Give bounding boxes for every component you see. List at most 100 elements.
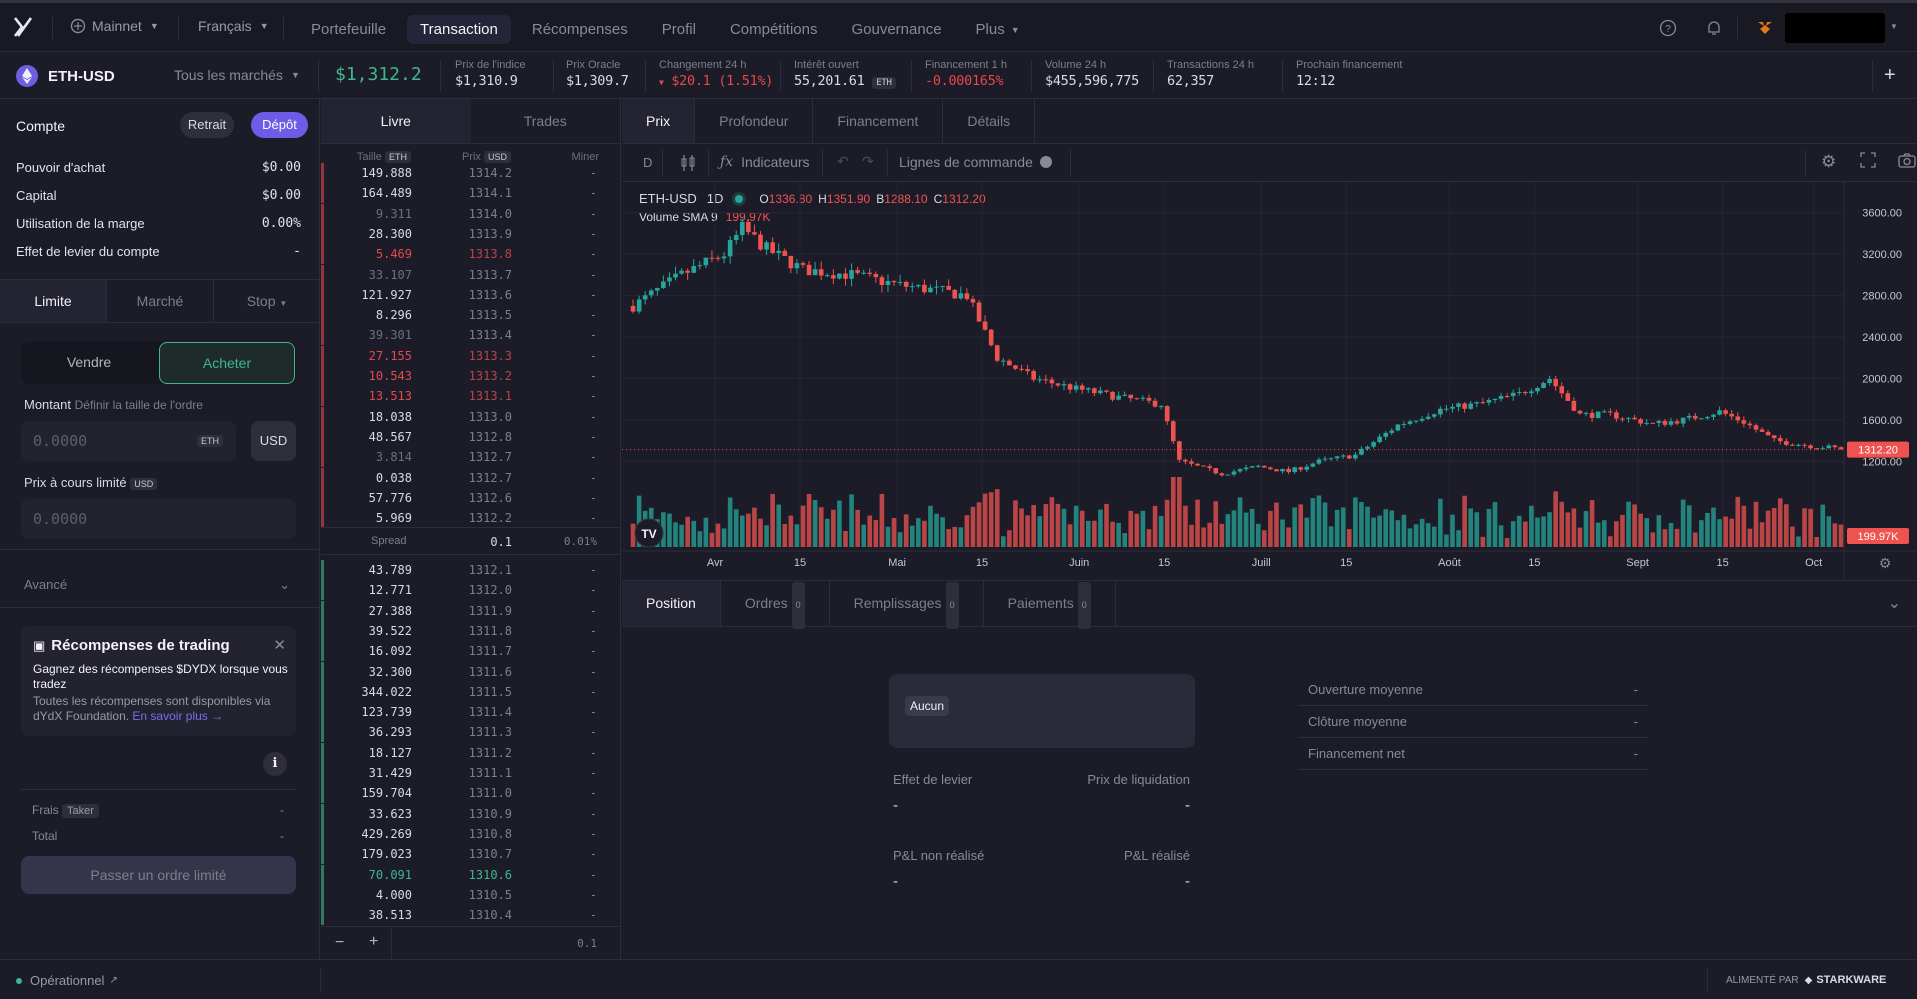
bid-row[interactable]: 344.022 1311.5 - bbox=[321, 681, 621, 702]
bid-row[interactable]: 16.092 1311.7 - bbox=[321, 641, 621, 662]
place-limit-order-button[interactable]: Passer un ordre limité bbox=[21, 856, 296, 894]
redo-icon[interactable]: ↷ bbox=[862, 153, 874, 169]
ask-row[interactable]: 27.155 1313.3 - bbox=[321, 345, 621, 366]
ask-row[interactable]: 48.567 1312.8 - bbox=[321, 426, 621, 447]
sell-button[interactable]: Vendre bbox=[66, 354, 112, 370]
bell-icon[interactable] bbox=[1705, 19, 1723, 37]
plus-icon[interactable]: + bbox=[369, 933, 379, 950]
ask-row[interactable]: 39.301 1313.4 - bbox=[321, 325, 621, 346]
bid-row[interactable]: 38.513 1310.4 - bbox=[321, 905, 621, 926]
undo-icon[interactable]: ↶ bbox=[837, 153, 849, 169]
bid-row[interactable]: 4.000 1310.5 - bbox=[321, 884, 621, 905]
tab-payments[interactable]: Paiements 0 bbox=[984, 581, 1116, 629]
bid-row[interactable]: 33.623 1310.9 - bbox=[321, 803, 621, 824]
order-lines-toggle[interactable]: Lignes de commande bbox=[899, 154, 1052, 170]
ask-row[interactable]: 13.513 1313.1 - bbox=[321, 386, 621, 407]
camera-icon[interactable] bbox=[1898, 152, 1916, 168]
ask-row[interactable]: 164.489 1314.1 - bbox=[321, 183, 621, 204]
network-selector[interactable]: Mainnet ▼ bbox=[70, 18, 159, 34]
minus-icon[interactable]: − bbox=[335, 934, 345, 951]
gear-icon[interactable]: ⚙ bbox=[1821, 152, 1837, 171]
tab-trades[interactable]: Trades bbox=[523, 113, 567, 129]
bid-row[interactable]: 429.269 1310.8 - bbox=[321, 823, 621, 844]
bid-row[interactable]: 12.771 1312.0 - bbox=[321, 580, 621, 601]
ask-row[interactable]: 5.969 1312.2 - bbox=[321, 508, 621, 529]
candle-body bbox=[1541, 383, 1546, 388]
ask-row[interactable]: 28.300 1313.9 - bbox=[321, 223, 621, 244]
tab-depth[interactable]: Profondeur bbox=[695, 99, 814, 143]
fullscreen-icon[interactable] bbox=[1860, 152, 1876, 168]
usd-toggle-button[interactable]: USD bbox=[251, 421, 296, 461]
powered-by[interactable]: ALIMENTÉ PAR ◆ STARKWARE bbox=[1726, 974, 1886, 986]
chevron-down-icon[interactable]: ⌄ bbox=[1887, 595, 1901, 612]
tab-book[interactable]: Livre bbox=[321, 99, 471, 143]
ask-row[interactable]: 149.888 1314.2 - bbox=[321, 163, 621, 183]
tab-details[interactable]: Détails bbox=[943, 99, 1036, 143]
ask-row[interactable]: 0.038 1312.7 - bbox=[321, 467, 621, 488]
indicators-button[interactable]: ƒx Indicateurs bbox=[720, 154, 810, 170]
plus-icon[interactable]: + bbox=[1884, 64, 1896, 86]
tab-fills[interactable]: Remplissages 0 bbox=[830, 581, 984, 629]
bid-row[interactable]: 159.704 1311.0 - bbox=[321, 783, 621, 804]
limit-price-field[interactable]: 0.0000 bbox=[21, 499, 296, 539]
bid-row[interactable]: 179.023 1310.7 - bbox=[321, 844, 621, 865]
ask-row[interactable]: 8.296 1313.5 - bbox=[321, 305, 621, 326]
interval-button[interactable]: D bbox=[643, 155, 653, 170]
nav-competitions[interactable]: Compétitions bbox=[729, 21, 818, 38]
learn-more-link[interactable]: En savoir plus → bbox=[132, 709, 224, 723]
volume-bar bbox=[1705, 512, 1710, 547]
volume-bar bbox=[1043, 504, 1049, 547]
bid-row[interactable]: 39.522 1311.8 - bbox=[321, 620, 621, 641]
withdraw-button[interactable]: Retrait bbox=[180, 112, 234, 138]
bid-row[interactable]: 70.091 1310.6 - bbox=[321, 864, 621, 885]
ask-row[interactable]: 10.543 1313.2 - bbox=[321, 366, 621, 386]
tab-market[interactable]: Marché bbox=[107, 280, 214, 322]
ask-row[interactable]: 33.107 1313.7 - bbox=[321, 264, 621, 285]
candle-type-icon[interactable] bbox=[680, 154, 696, 172]
ask-row[interactable]: 5.469 1313.8 - bbox=[321, 244, 621, 265]
wallet-address-box[interactable] bbox=[1785, 13, 1885, 43]
ask-row[interactable]: 3.814 1312.7 - bbox=[321, 447, 621, 468]
language-selector[interactable]: Français ▼ bbox=[198, 18, 269, 34]
nav-more[interactable]: Plus ▼ bbox=[963, 15, 1033, 44]
bid-row[interactable]: 18.127 1311.2 - bbox=[321, 742, 621, 763]
deposit-button[interactable]: Dépôt bbox=[251, 112, 308, 138]
help-icon[interactable]: ? bbox=[1659, 19, 1677, 37]
advanced-toggle[interactable]: Avancé ⌄ bbox=[24, 577, 290, 593]
tab-stop[interactable]: Stop ▼ bbox=[214, 280, 320, 322]
bid-row[interactable]: 27.388 1311.9 - bbox=[321, 600, 621, 621]
bid-row[interactable]: 123.739 1311.4 - bbox=[321, 702, 621, 723]
amount-field[interactable]: 0.0000 ETH bbox=[21, 421, 236, 461]
ask-row[interactable]: 57.776 1312.6 - bbox=[321, 487, 621, 508]
nav-portfolio[interactable]: Portefeuille bbox=[311, 21, 387, 38]
price-chart[interactable]: 3600.00 3200.00 2800.00 2400.00 2000.00 1600.… bbox=[622, 182, 1917, 580]
divider bbox=[822, 150, 823, 176]
chevron-down-icon[interactable]: ▼ bbox=[1890, 22, 1898, 31]
close-icon[interactable]: ✕ bbox=[273, 637, 286, 654]
bid-row[interactable]: 31.429 1311.1 - bbox=[321, 763, 621, 783]
tab-price[interactable]: Prix bbox=[622, 99, 696, 143]
all-markets-dropdown[interactable]: Tous les marchés ▼ bbox=[174, 67, 300, 83]
gear-icon[interactable]: ⚙ bbox=[1879, 556, 1892, 572]
dydx-logo[interactable] bbox=[12, 16, 34, 38]
tab-position[interactable]: Position bbox=[622, 581, 721, 626]
bid-row[interactable]: 32.300 1311.6 - bbox=[321, 661, 621, 682]
bid-row[interactable]: 43.789 1312.1 - bbox=[321, 560, 621, 580]
tab-orders[interactable]: Ordres 0 bbox=[721, 581, 830, 629]
ask-row[interactable]: 18.038 1313.0 - bbox=[321, 406, 621, 427]
nav-rewards[interactable]: Récompenses bbox=[531, 21, 628, 38]
nav-governance[interactable]: Gouvernance bbox=[851, 21, 942, 38]
info-icon[interactable]: i bbox=[263, 752, 287, 776]
ask-row[interactable]: 9.311 1314.0 - bbox=[321, 203, 621, 224]
status-link[interactable]: Opérationnel ↗ bbox=[16, 973, 118, 988]
buy-button[interactable]: Acheter bbox=[159, 342, 295, 384]
tab-funding[interactable]: Financement bbox=[813, 99, 944, 143]
ask-row[interactable]: 121.927 1313.6 - bbox=[321, 284, 621, 305]
tab-limit[interactable]: Limite bbox=[0, 280, 107, 322]
nav-trade[interactable]: Transaction bbox=[407, 15, 511, 44]
market-selector[interactable]: ETH-USD bbox=[16, 65, 115, 87]
group-size[interactable]: 0.1 bbox=[577, 937, 597, 950]
candle-body bbox=[709, 257, 715, 259]
bid-row[interactable]: 36.293 1311.3 - bbox=[321, 722, 621, 743]
nav-profile[interactable]: Profil bbox=[661, 21, 696, 38]
